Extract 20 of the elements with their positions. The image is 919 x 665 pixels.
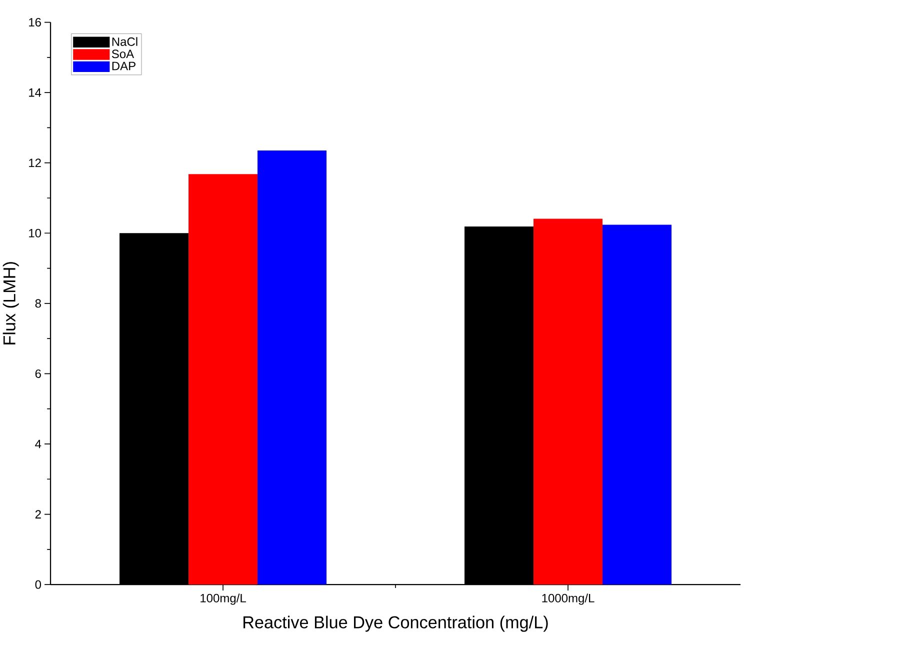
x-axis-title: Reactive Blue Dye Concentration (mg/L): [244, 616, 548, 632]
x-tick-label: 100mg/L: [200, 594, 246, 605]
y-tick-label: 0: [35, 580, 42, 589]
legend-label: NaCl: [112, 37, 138, 46]
y-tick-label: 6: [35, 369, 41, 378]
y-tick-label: 14: [29, 88, 42, 97]
y-tick-label: 2: [35, 510, 41, 518]
bar: [258, 150, 327, 584]
legend-label: SoA: [112, 50, 134, 58]
y-tick-label: 12: [29, 158, 41, 167]
legend-label: DAP: [112, 62, 136, 70]
y-tick-label: 16: [29, 18, 41, 26]
y-axis-title: Flux (LMH): [2, 262, 19, 344]
bar: [534, 218, 603, 584]
y-tick-label: 4: [35, 440, 42, 448]
y-tick-label: 10: [29, 228, 42, 238]
bar: [602, 224, 672, 584]
y-tick-label: 8: [35, 299, 41, 308]
x-tick-label: 1000mg/L: [542, 594, 594, 605]
bar: [188, 174, 258, 584]
